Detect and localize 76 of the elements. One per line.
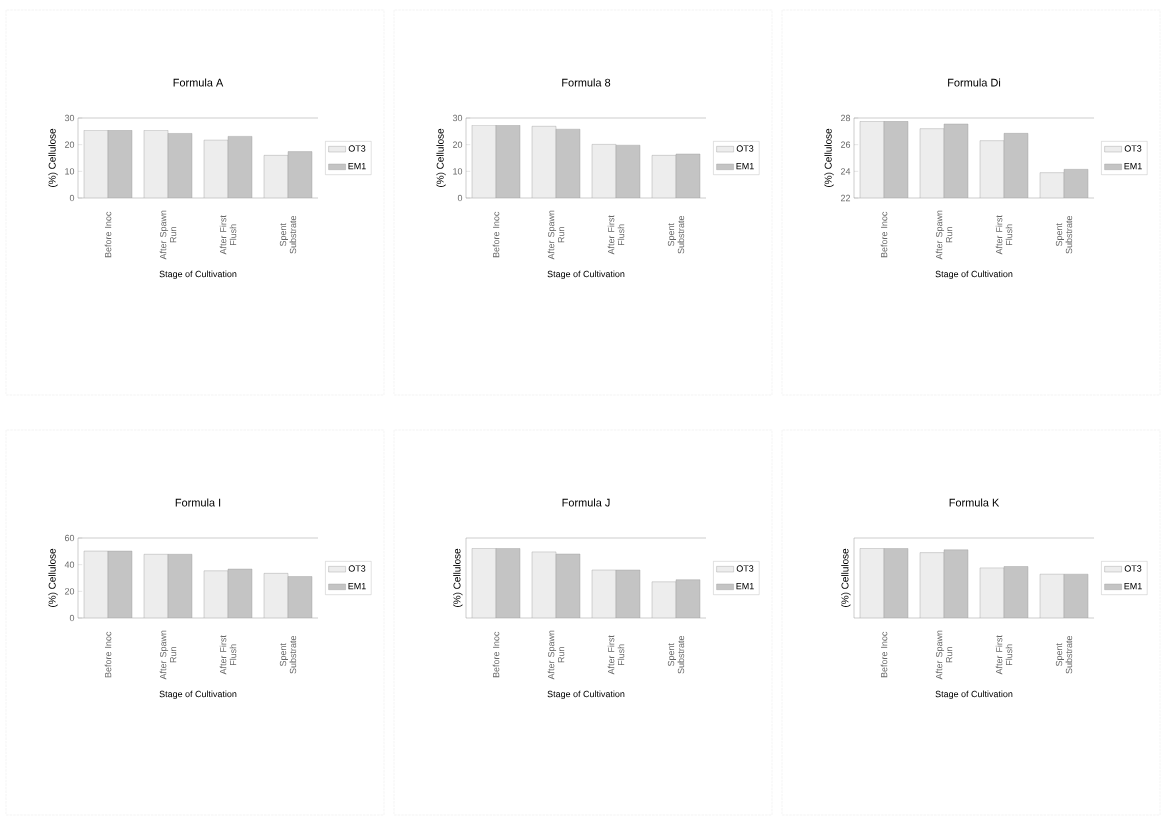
x-tick-label: After First Flush xyxy=(219,215,237,255)
x-tick-label: Spent Substrate xyxy=(1055,635,1073,674)
x-tick-label: After Spawn Run xyxy=(159,210,177,260)
legend-label: EM1 xyxy=(1124,583,1142,590)
x-tick-label: Before Inoc xyxy=(880,631,888,678)
bar xyxy=(495,548,521,618)
x-axis-title: Stage of Cultivation xyxy=(935,690,1013,699)
bar xyxy=(943,549,969,618)
x-axis-title: Stage of Cultivation xyxy=(159,270,237,279)
y-tick-label: 22 xyxy=(840,194,851,202)
legend-label: OT3 xyxy=(348,145,366,152)
chart-title: Formula Di xyxy=(948,78,1001,87)
x-tick-label: After First Flush xyxy=(995,215,1013,255)
x-axis-title: Stage of Cultivation xyxy=(547,270,625,279)
x-axis-title: Stage of Cultivation xyxy=(547,690,625,699)
bar xyxy=(471,548,497,618)
y-axis-title: (%) Cellulose xyxy=(824,128,834,187)
x-tick-label: Before Inoc xyxy=(104,631,112,678)
chart-title: Formula 8 xyxy=(562,78,611,87)
y-tick-label: 10 xyxy=(453,168,463,175)
x-tick-label: After First Flush xyxy=(219,635,237,675)
x-tick-label: Spent Substrate xyxy=(279,635,297,674)
y-tick-label: 10 xyxy=(65,168,75,175)
bar xyxy=(883,548,909,618)
y-tick-label: 60 xyxy=(64,534,75,542)
x-tick-label: Spent Substrate xyxy=(667,635,685,674)
x-tick-label: After Spawn Run xyxy=(159,630,177,680)
y-axis-title: (%) Cellulose xyxy=(48,548,58,607)
legend-label: OT3 xyxy=(1124,565,1142,572)
y-tick-label: 30 xyxy=(452,114,463,122)
y-tick-label: 26 xyxy=(840,141,851,148)
legend-label: OT3 xyxy=(736,565,754,572)
y-tick-label: 0 xyxy=(69,614,75,622)
x-tick-label: After Spawn Run xyxy=(935,630,953,680)
legend-label: EM1 xyxy=(348,583,366,590)
legend-label: OT3 xyxy=(348,565,366,572)
legend-label: OT3 xyxy=(736,145,754,152)
y-tick-label: 0 xyxy=(457,194,463,202)
x-axis-title: Stage of Cultivation xyxy=(935,270,1013,279)
y-tick-label: 0 xyxy=(69,194,75,202)
y-axis-title: (%) Cellulose xyxy=(436,128,446,187)
y-tick-label: 20 xyxy=(452,141,463,148)
x-tick-label: Before Inoc xyxy=(492,211,500,258)
x-tick-label: After Spawn Run xyxy=(547,630,565,680)
chart-title: Formula A xyxy=(173,78,224,87)
legend-label: EM1 xyxy=(736,583,754,590)
chart-title: Formula J xyxy=(562,498,610,507)
x-tick-label: After Spawn Run xyxy=(547,210,565,260)
x-tick-label: Spent Substrate xyxy=(1055,215,1073,254)
y-axis-title: (%) Cellulose xyxy=(453,548,463,607)
y-tick-label: 24 xyxy=(840,168,851,175)
x-tick-label: After First Flush xyxy=(607,215,625,255)
y-tick-label: 40 xyxy=(64,561,75,568)
x-tick-label: Before Inoc xyxy=(492,631,500,678)
legend-label: EM1 xyxy=(736,163,754,170)
x-tick-label: After Spawn Run xyxy=(935,210,953,260)
legend-label: OT3 xyxy=(1124,145,1142,152)
y-tick-label: 28 xyxy=(840,114,851,122)
chart-title: Formula I xyxy=(175,498,221,507)
x-tick-label: Before Inoc xyxy=(104,211,112,258)
x-axis-title: Stage of Cultivation xyxy=(159,690,237,699)
y-axis-title: (%) Cellulose xyxy=(48,128,58,187)
bar xyxy=(859,548,885,618)
y-tick-label: 20 xyxy=(64,141,75,148)
y-axis-title: (%) Cellulose xyxy=(841,548,851,607)
chart-title: Formula K xyxy=(949,498,1000,507)
y-tick-label: 30 xyxy=(64,114,75,122)
x-tick-label: Spent Substrate xyxy=(667,215,685,254)
legend-label: EM1 xyxy=(348,163,366,170)
x-tick-label: After First Flush xyxy=(995,635,1013,675)
y-tick-label: 20 xyxy=(64,588,75,595)
legend-label: EM1 xyxy=(1124,163,1142,170)
x-tick-label: Before Inoc xyxy=(880,211,888,258)
x-tick-label: After First Flush xyxy=(607,635,625,675)
x-tick-label: Spent Substrate xyxy=(279,215,297,254)
bar xyxy=(919,552,945,618)
